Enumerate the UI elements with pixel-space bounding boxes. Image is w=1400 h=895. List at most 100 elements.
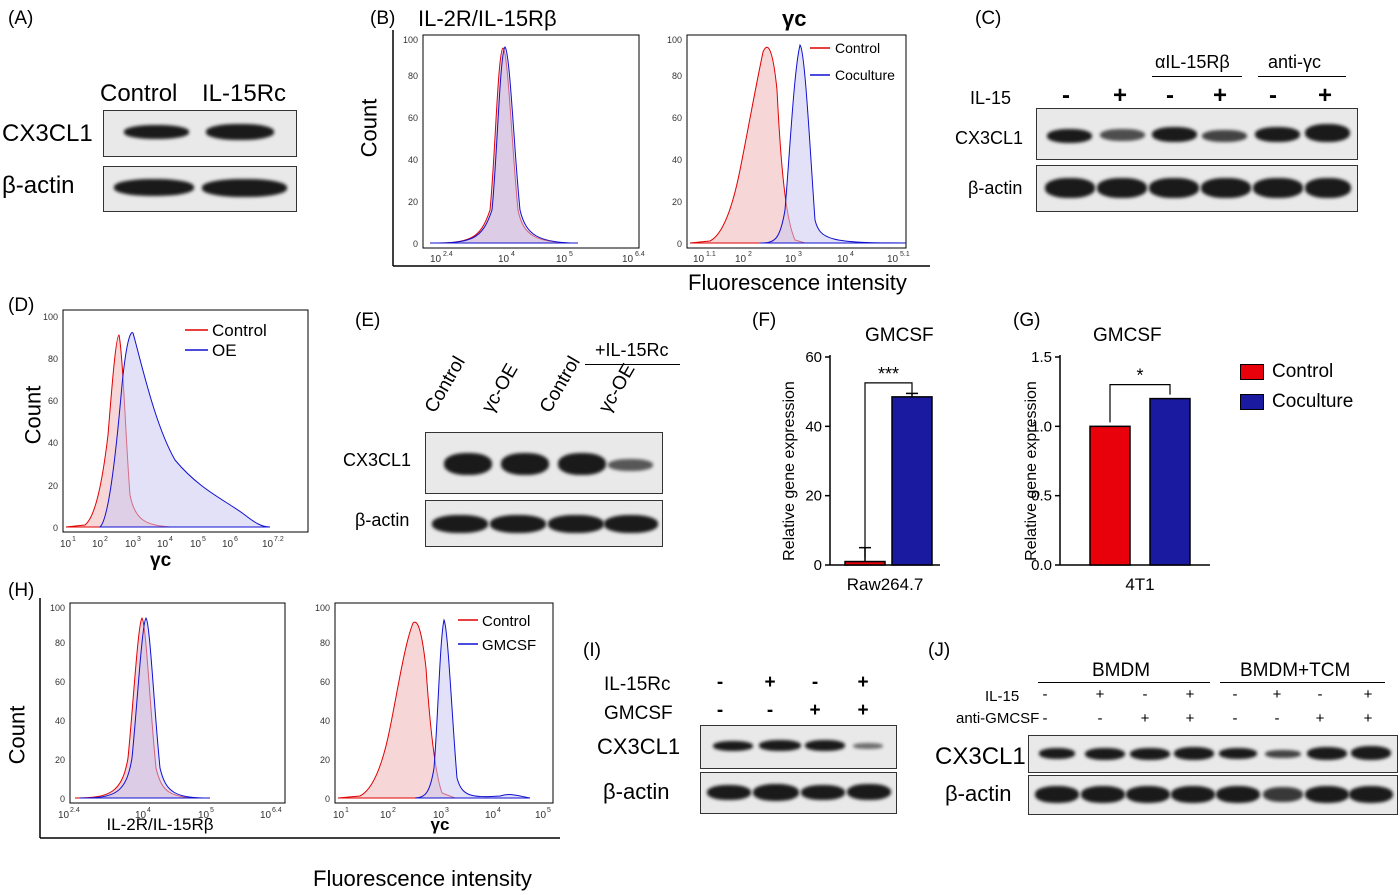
svg-text:5: 5	[569, 251, 573, 258]
svg-text:4: 4	[850, 251, 854, 258]
panel-b-title-left: IL-2R/IL-15Rβ	[418, 6, 557, 31]
panel-c-group1: αIL-15Rβ	[1155, 52, 1230, 72]
panel-j-group2: BMDM+TCM	[1240, 660, 1351, 681]
panel-h-flow-plots: 0 20 40 60 80 100 0 20 40 60 80 100 10 2.…	[39, 598, 560, 839]
panel-b-yt4: 80	[408, 71, 418, 81]
significance-bracket	[864, 382, 913, 558]
panel-d-letter: (D)	[8, 295, 35, 316]
panel-b-xt-r3: 10	[837, 254, 849, 265]
svg-text:40: 40	[320, 716, 330, 726]
svg-text:40: 40	[48, 438, 58, 448]
svg-text:10: 10	[125, 539, 137, 550]
svg-text:10: 10	[190, 539, 202, 550]
svg-text:5: 5	[547, 807, 551, 814]
bar-control	[1089, 425, 1131, 566]
svg-text:100: 100	[43, 312, 58, 322]
panel-j-letter: (J)	[928, 640, 951, 661]
svg-text:6: 6	[234, 536, 238, 543]
panel-i-blot-cx3cl1	[700, 725, 897, 769]
ytick-label: 0.0	[1031, 557, 1052, 574]
svg-text:10: 10	[485, 810, 497, 821]
svg-text:10: 10	[58, 810, 70, 821]
svg-text:0: 0	[53, 523, 58, 533]
bar-coculture	[1149, 397, 1191, 566]
svg-text:5: 5	[210, 807, 214, 814]
panel-i-treat1: IL-15Rc	[604, 674, 671, 695]
svg-text:4: 4	[497, 807, 501, 814]
panel-j-blot-actin	[1028, 775, 1398, 815]
svg-text:10: 10	[333, 810, 345, 821]
svg-text:10: 10	[260, 810, 272, 821]
panel-b-xt-r1: 10	[735, 254, 747, 265]
panel-e-letter: (E)	[355, 310, 381, 331]
panel-g-legend-control: Control	[1272, 361, 1334, 382]
svg-text:6.4: 6.4	[272, 807, 282, 814]
svg-text:1: 1	[72, 536, 76, 543]
panel-b-xt-l2: 10	[556, 254, 568, 265]
ytick-label: 40	[805, 418, 822, 435]
panel-c-treat: IL-15	[970, 88, 1012, 108]
panel-g-title: GMCSF	[1093, 325, 1162, 346]
svg-text:2: 2	[392, 807, 396, 814]
panel-b-xlabel: Fluorescence intensity	[688, 270, 907, 295]
svg-text:10: 10	[135, 810, 147, 821]
panel-c-group2: anti-γc	[1268, 52, 1322, 72]
panel-e-row-cx3cl1: CX3CL1	[343, 450, 412, 470]
panel-b-yt0: 0	[413, 239, 418, 249]
ytick-label: 20	[805, 488, 822, 505]
panel-j-treat2: anti-GMCSF	[956, 710, 1040, 727]
panel-f-title: GMCSF	[865, 325, 934, 346]
panel-b-yt2: 40	[408, 155, 418, 165]
svg-text:80: 80	[55, 638, 65, 648]
panel-b-xt-r4: 10	[887, 254, 899, 265]
panel-a-blot-actin	[103, 166, 297, 212]
panel-e-row-actin: β-actin	[355, 510, 410, 530]
panel-f-bar-chart: 0 20 40 60 *** Raw264.7	[805, 349, 940, 594]
ytick-label: 0.5	[1031, 488, 1052, 505]
significance-label: *	[1136, 366, 1143, 386]
svg-text:2.4: 2.4	[443, 251, 453, 258]
svg-text:6.4: 6.4	[635, 251, 645, 258]
panel-b-yt3: 60	[408, 113, 418, 123]
panel-d-ylabel: Count	[20, 385, 46, 445]
panel-j-row-cx3cl1: CX3CL1	[935, 743, 1026, 770]
svg-text:0: 0	[325, 794, 330, 804]
svg-text:3: 3	[137, 536, 141, 543]
panel-h-legend-gmcsf: GMCSF	[482, 637, 536, 654]
panel-c-blot-actin	[1036, 165, 1358, 212]
svg-text:5: 5	[202, 536, 206, 543]
svg-text:4: 4	[147, 807, 151, 814]
panel-b-yt5: 100	[403, 35, 418, 45]
panel-g-legend: Control Coculture	[1240, 358, 1353, 416]
panel-b-yt1r: 20	[672, 197, 682, 207]
svg-text:3: 3	[445, 807, 449, 814]
svg-text:20: 20	[55, 755, 65, 765]
panel-f-letter: (F)	[752, 310, 777, 331]
panel-c-row-cx3cl1: CX3CL1	[955, 128, 1024, 148]
ytick-label: 1.5	[1031, 349, 1052, 366]
panel-b-xt-l0: 10	[430, 254, 442, 265]
panel-b-yt5r: 100	[667, 35, 682, 45]
panel-c-letter: (C)	[975, 8, 1002, 29]
panel-b-title-right: γc	[782, 6, 807, 31]
svg-text:10: 10	[222, 539, 234, 550]
ytick-label: 1.0	[1031, 418, 1052, 435]
panel-e-blot-cx3cl1	[425, 432, 663, 494]
svg-text:3: 3	[798, 251, 802, 258]
panel-i-row-cx3cl1: CX3CL1	[597, 734, 681, 759]
svg-text:10: 10	[157, 539, 169, 550]
panel-h-letter: (H)	[8, 580, 35, 601]
svg-text:40: 40	[55, 716, 65, 726]
panel-b-yt1: 20	[408, 197, 418, 207]
panel-b-flow-plots: 0 20 40 60 80 100 0 20 40 60 80 100 10 2.…	[392, 30, 930, 267]
panel-b-yt3r: 60	[672, 113, 682, 123]
svg-text:2: 2	[104, 536, 108, 543]
svg-text:4: 4	[169, 536, 173, 543]
panel-b-xt-r0: 10	[693, 254, 705, 265]
panel-h-ylabel: Count	[4, 705, 30, 765]
panel-a-lane-control: Control	[100, 80, 178, 107]
panel-d-legend-control: Control	[212, 321, 267, 340]
svg-text:1: 1	[345, 807, 349, 814]
panel-b-legend-control: Control	[835, 40, 880, 56]
panel-g-category: 4T1	[1125, 575, 1154, 594]
